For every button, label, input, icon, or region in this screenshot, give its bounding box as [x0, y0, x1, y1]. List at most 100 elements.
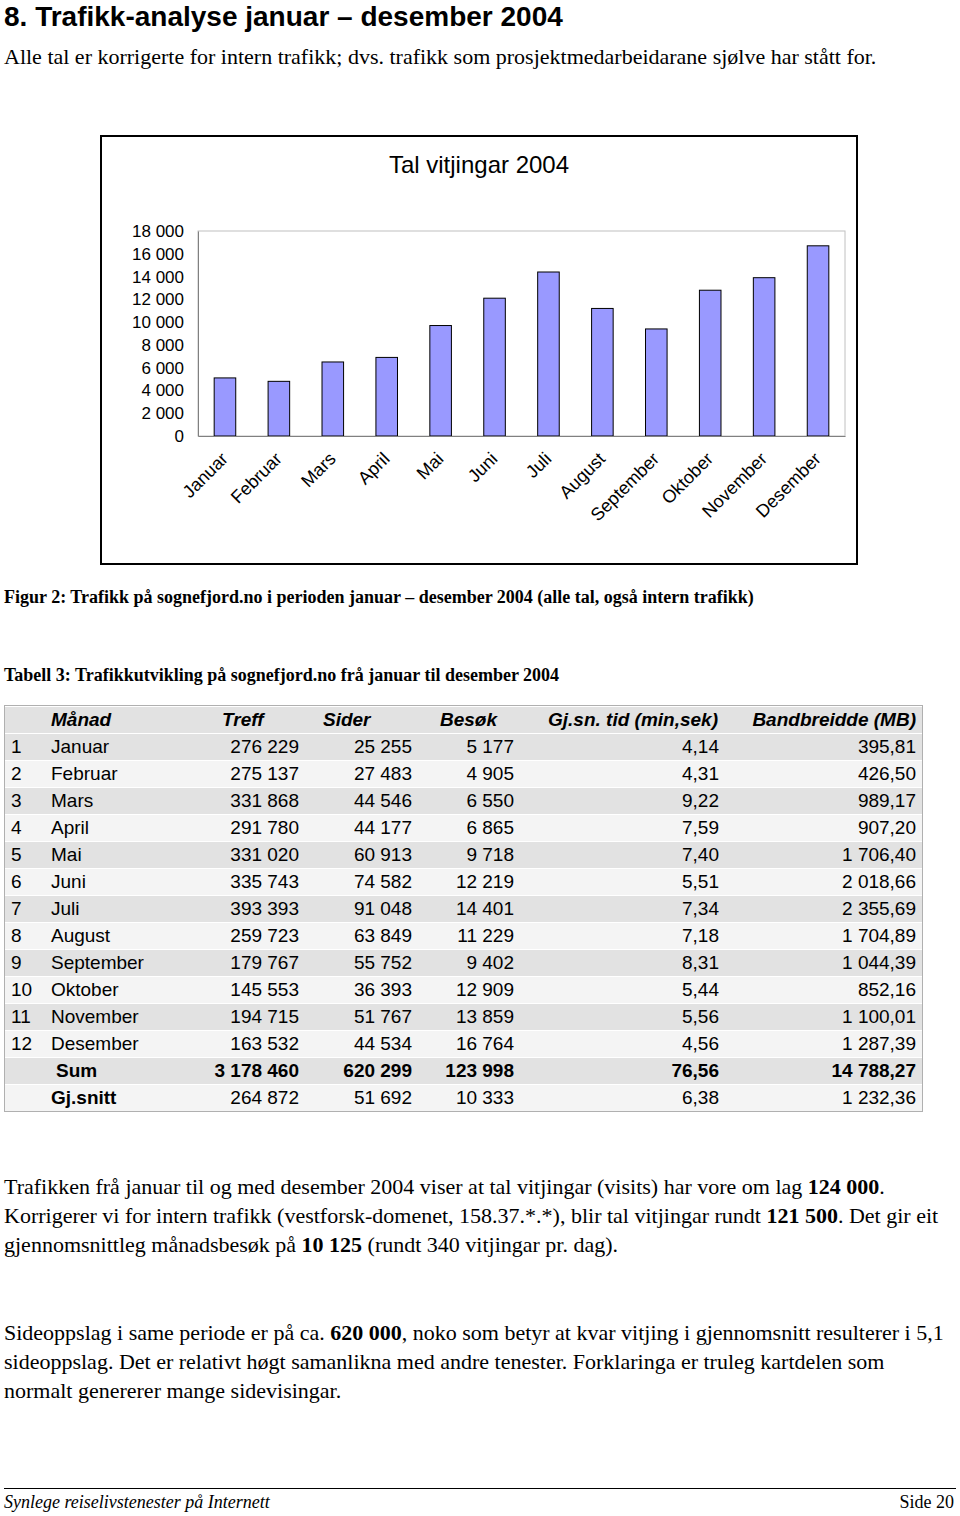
x-tick: Mai	[413, 436, 448, 483]
table-row: 12Desember163 53244 53416 7644,561 287,3…	[5, 1031, 922, 1058]
table-cell: 63 849	[305, 923, 418, 950]
plot-area	[198, 231, 845, 436]
y-tick-label: 0	[175, 427, 184, 446]
table-cell: 4	[5, 815, 45, 842]
table-cell	[5, 707, 45, 734]
table-cell: 7,40	[520, 842, 725, 869]
table-cell: 91 048	[305, 896, 418, 923]
figure-caption: Figur 2: Trafikk på sognefjord.no i peri…	[4, 587, 754, 608]
table-cell: 4 905	[418, 761, 520, 788]
table-cell: 331 868	[200, 788, 305, 815]
table-cell: 1 232,36	[725, 1085, 922, 1112]
table-cell: Desember	[45, 1031, 200, 1058]
x-tick-label: Mars	[297, 449, 339, 491]
data-table: MånadTreffSiderBesøkGj.sn. tid (min,sek)…	[5, 706, 922, 1111]
table-row: 2Februar275 13727 4834 9054,31426,50	[5, 761, 922, 788]
table-cell: 12	[5, 1031, 45, 1058]
bars	[214, 246, 829, 436]
table-cell: 335 743	[200, 869, 305, 896]
table-cell: November	[45, 1004, 200, 1031]
table-cell: 275 137	[200, 761, 305, 788]
bar	[430, 326, 452, 436]
table-cell: 74 582	[305, 869, 418, 896]
table-header-cell: Treff	[200, 707, 305, 734]
table-cell: 11 229	[418, 923, 520, 950]
y-tick: 0	[175, 427, 198, 446]
table-cell: 12 219	[418, 869, 520, 896]
bar	[322, 362, 344, 436]
chart: Tal vitjingar 200402 0004 0006 0008 0001…	[100, 135, 858, 565]
footer-right: Side 20	[899, 1492, 954, 1513]
table-row: 11November194 71551 76713 8595,561 100,0…	[5, 1004, 922, 1031]
x-tick: Mars	[297, 436, 339, 491]
bar	[484, 298, 506, 436]
bar	[592, 308, 614, 436]
y-tick: 16 000	[132, 245, 198, 264]
paragraph: Trafikken frå januar til og med desember…	[4, 1172, 954, 1259]
table-cell: 5,56	[520, 1004, 725, 1031]
intro-text: Alle tal er korrigerte for intern trafik…	[4, 42, 934, 71]
table-cell: Oktober	[45, 977, 200, 1004]
y-tick-label: 2 000	[141, 404, 184, 423]
y-tick-label: 6 000	[141, 359, 184, 378]
table-cell: 4,14	[520, 734, 725, 761]
table-row: 10Oktober145 55336 39312 9095,44852,16	[5, 977, 922, 1004]
table-header-cell: Bandbreidde (MB)	[725, 707, 922, 734]
table-cell: 6 865	[418, 815, 520, 842]
table-cell	[5, 1058, 45, 1085]
x-tick-label: Mai	[413, 449, 448, 484]
table-cell: 9,22	[520, 788, 725, 815]
table-cell: 194 715	[200, 1004, 305, 1031]
bold-text: 620 000	[330, 1320, 402, 1345]
footer-rule	[4, 1488, 956, 1489]
x-tick: August	[555, 436, 609, 502]
table-row: 3Mars331 86844 5466 5509,22989,17	[5, 788, 922, 815]
x-tick: Juni	[464, 436, 501, 486]
table-cell: 2 355,69	[725, 896, 922, 923]
table-cell: 620 299	[305, 1058, 418, 1085]
bar	[807, 246, 829, 436]
table-cell: 1	[5, 734, 45, 761]
table-cell: 16 764	[418, 1031, 520, 1058]
y-tick: 10 000	[132, 313, 198, 332]
y-tick-label: 18 000	[132, 222, 184, 241]
table-cell: 13 859	[418, 1004, 520, 1031]
bar	[753, 278, 775, 436]
x-tick-label: Januar	[179, 449, 232, 502]
x-tick: April	[354, 436, 394, 488]
y-tick: 12 000	[132, 290, 198, 309]
table-cell: 5,44	[520, 977, 725, 1004]
table-row: 8August259 72363 84911 2297,181 704,89	[5, 923, 922, 950]
y-tick-label: 16 000	[132, 245, 184, 264]
table-cell: August	[45, 923, 200, 950]
table-cell: Februar	[45, 761, 200, 788]
table-cell: 291 780	[200, 815, 305, 842]
table-row: 7Juli393 39391 04814 4017,342 355,69	[5, 896, 922, 923]
table-cell: 331 020	[200, 842, 305, 869]
table-header-cell: Besøk	[418, 707, 520, 734]
table-cell: 123 998	[418, 1058, 520, 1085]
table-cell: 1 706,40	[725, 842, 922, 869]
x-tick: Desember	[752, 436, 825, 522]
x-tick: September	[587, 436, 663, 525]
y-tick: 8 000	[141, 336, 198, 355]
table-cell: 9 718	[418, 842, 520, 869]
table-cell: 3 178 460	[200, 1058, 305, 1085]
table-cell: Gj.snitt	[45, 1085, 200, 1112]
y-tick: 6 000	[141, 359, 198, 378]
x-axis-line	[199, 436, 846, 437]
table-cell: 1 287,39	[725, 1031, 922, 1058]
heading: 8. Trafikk-analyse januar – desember 200…	[4, 0, 563, 34]
table-cell: 25 255	[305, 734, 418, 761]
x-tick-label: September	[587, 449, 663, 525]
table-cell: 2 018,66	[725, 869, 922, 896]
y-tick-label: 10 000	[132, 313, 184, 332]
table-summary-row: Sum3 178 460620 299123 99876,5614 788,27	[5, 1058, 922, 1085]
table-cell: 11	[5, 1004, 45, 1031]
table-cell: 989,17	[725, 788, 922, 815]
table-cell: 14 401	[418, 896, 520, 923]
table-cell: 852,16	[725, 977, 922, 1004]
table-cell: 264 872	[200, 1085, 305, 1112]
table-header-cell: Månad	[45, 707, 200, 734]
table-cell: 7,34	[520, 896, 725, 923]
